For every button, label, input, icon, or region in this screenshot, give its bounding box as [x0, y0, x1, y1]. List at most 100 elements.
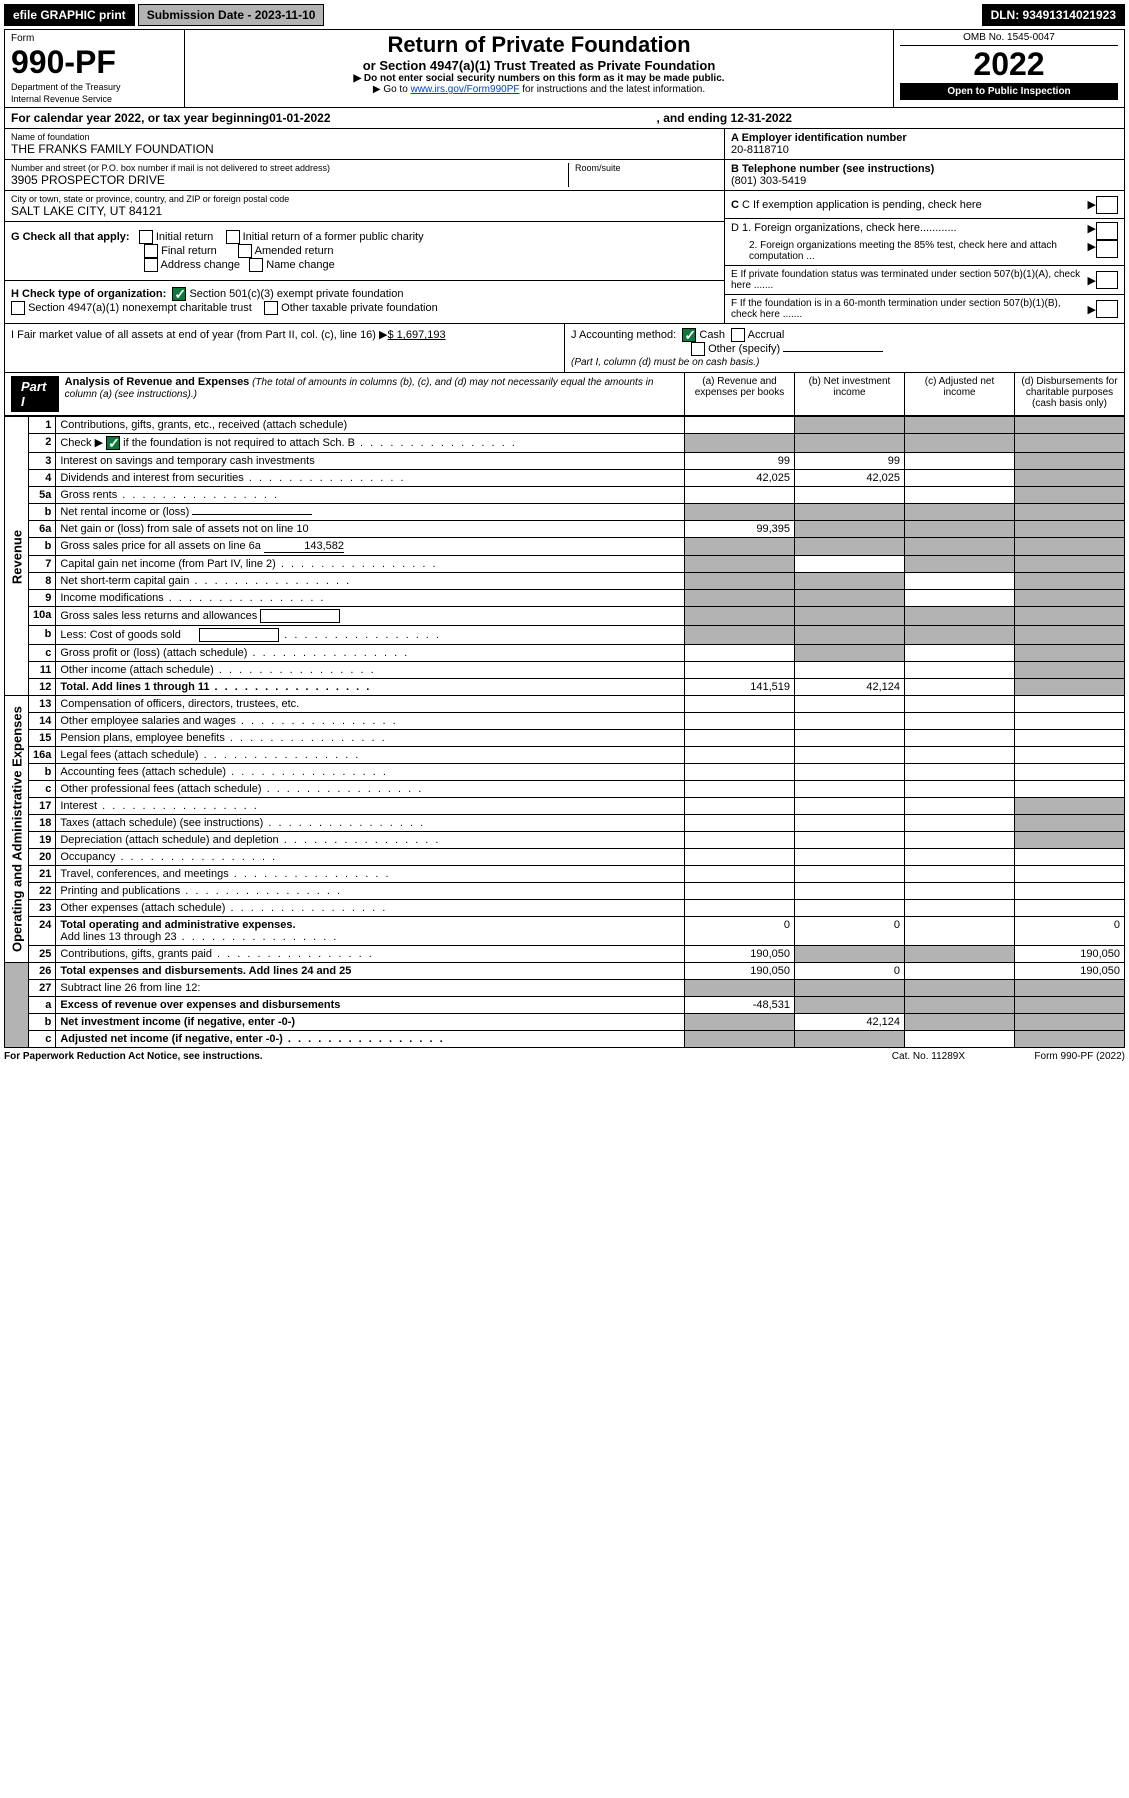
- form-header: Form 990-PF Department of the Treasury I…: [4, 29, 1125, 108]
- row-20: Occupancy: [56, 849, 685, 866]
- row-9: Income modifications: [56, 590, 685, 607]
- r3-a: 99: [685, 453, 795, 470]
- initial-former-checkbox[interactable]: [226, 230, 240, 244]
- initial-return-checkbox[interactable]: [139, 230, 153, 244]
- row-10c: Gross profit or (loss) (attach schedule): [56, 645, 685, 662]
- row-18: Taxes (attach schedule) (see instruction…: [56, 815, 685, 832]
- col-b-header: (b) Net investment income: [794, 373, 904, 415]
- tel-value: (801) 303-5419: [731, 175, 806, 187]
- d1-checkbox[interactable]: [1096, 222, 1118, 240]
- d2-checkbox[interactable]: [1096, 240, 1118, 258]
- other-method-checkbox[interactable]: [691, 342, 705, 356]
- row-1: Contributions, gifts, grants, etc., rece…: [56, 417, 685, 434]
- footer-left: For Paperwork Reduction Act Notice, see …: [4, 1051, 892, 1062]
- calendar-year-row: For calendar year 2022, or tax year begi…: [4, 108, 1125, 129]
- part-label: Part I: [11, 376, 59, 412]
- row-27a: Excess of revenue over expenses and disb…: [56, 997, 685, 1014]
- form-link[interactable]: www.irs.gov/Form990PF: [411, 84, 520, 95]
- h-other: Other taxable private foundation: [281, 302, 438, 314]
- row-6a: Net gain or (loss) from sale of assets n…: [56, 521, 685, 538]
- row-22: Printing and publications: [56, 883, 685, 900]
- row-11: Other income (attach schedule): [56, 662, 685, 679]
- e-checkbox[interactable]: [1096, 271, 1118, 289]
- row-13: Compensation of officers, directors, tru…: [56, 696, 685, 713]
- name-label: Name of foundation: [11, 132, 718, 142]
- row-19: Depreciation (attach schedule) and deple…: [56, 832, 685, 849]
- col-a-header: (a) Revenue and expenses per books: [684, 373, 794, 415]
- c-checkbox[interactable]: [1096, 196, 1118, 214]
- row-12: Total. Add lines 1 through 11: [56, 679, 685, 696]
- cash-checkbox[interactable]: [682, 328, 696, 342]
- tel-label: B Telephone number (see instructions): [731, 163, 934, 175]
- accrual-checkbox[interactable]: [731, 328, 745, 342]
- g-name: Name change: [266, 259, 335, 271]
- foundation-name: THE FRANKS FAMILY FOUNDATION: [11, 142, 214, 156]
- row-17: Interest: [56, 798, 685, 815]
- part-i-header: Part I Analysis of Revenue and Expenses …: [4, 373, 1125, 416]
- address-change-checkbox[interactable]: [144, 258, 158, 272]
- r24-d: 0: [1015, 917, 1125, 946]
- calyear-mid: , and ending: [657, 111, 731, 125]
- form-number: 990-PF: [11, 44, 116, 80]
- calyear-begin: 01-01-2022: [269, 111, 330, 125]
- r27a-a: -48,531: [685, 997, 795, 1014]
- f-label: F If the foundation is in a 60-month ter…: [731, 298, 1088, 320]
- footer-mid: Cat. No. 11289X: [892, 1051, 965, 1062]
- r12-b: 42,124: [795, 679, 905, 696]
- j-note: (Part I, column (d) must be on cash basi…: [571, 357, 759, 368]
- submission-date: Submission Date - 2023-11-10: [138, 4, 325, 26]
- d2-label: 2. Foreign organizations meeting the 85%…: [731, 240, 1088, 262]
- 501c3-checkbox[interactable]: [172, 287, 186, 301]
- row-26: Total expenses and disbursements. Add li…: [56, 963, 685, 980]
- row-23: Other expenses (attach schedule): [56, 900, 685, 917]
- final-return-checkbox[interactable]: [144, 244, 158, 258]
- row-10a: Gross sales less returns and allowances: [56, 607, 685, 626]
- row-25: Contributions, gifts, grants paid: [56, 946, 685, 963]
- row-14: Other employee salaries and wages: [56, 713, 685, 730]
- r24-a: 0: [685, 917, 795, 946]
- r12-a: 141,519: [685, 679, 795, 696]
- revenue-expense-table: Revenue 1Contributions, gifts, grants, e…: [4, 416, 1125, 1048]
- r4-a: 42,025: [685, 470, 795, 487]
- f-checkbox[interactable]: [1096, 300, 1118, 318]
- footer-right: Form 990-PF (2022): [965, 1051, 1125, 1062]
- row-3: Interest on savings and temporary cash i…: [56, 453, 685, 470]
- row-24: Total operating and administrative expen…: [56, 917, 685, 946]
- form-title: Return of Private Foundation: [191, 32, 887, 58]
- j-cash: Cash: [699, 329, 725, 341]
- row-16a: Legal fees (attach schedule): [56, 747, 685, 764]
- row-4: Dividends and interest from securities: [56, 470, 685, 487]
- r25-d: 190,050: [1015, 946, 1125, 963]
- g-label: G Check all that apply:: [11, 231, 130, 243]
- h-label: H Check type of organization:: [11, 288, 166, 300]
- other-taxable-checkbox[interactable]: [264, 301, 278, 315]
- calyear-pre: For calendar year 2022, or tax year begi…: [11, 111, 269, 125]
- col-d-header: (d) Disbursements for charitable purpose…: [1014, 373, 1124, 415]
- form-word: Form: [11, 33, 34, 44]
- addr-label: Number and street (or P.O. box number if…: [11, 163, 568, 173]
- form-subtitle: or Section 4947(a)(1) Trust Treated as P…: [191, 58, 887, 73]
- r25-a: 190,050: [685, 946, 795, 963]
- i-label: I Fair market value of all assets at end…: [11, 329, 376, 341]
- dept-label: Department of the Treasury: [11, 82, 121, 92]
- row-6b: Gross sales price for all assets on line…: [56, 538, 685, 556]
- j-label: J Accounting method:: [571, 329, 676, 341]
- tax-year: 2022: [900, 46, 1118, 83]
- expenses-side-label: Operating and Administrative Expenses: [5, 696, 29, 963]
- g-initial-former: Initial return of a former public charit…: [243, 231, 424, 243]
- name-change-checkbox[interactable]: [249, 258, 263, 272]
- row-5a: Gross rents: [56, 487, 685, 504]
- g-amended: Amended return: [255, 245, 334, 257]
- top-bar: efile GRAPHIC print Submission Date - 20…: [4, 4, 1125, 26]
- 4947-checkbox[interactable]: [11, 301, 25, 315]
- row-16c: Other professional fees (attach schedule…: [56, 781, 685, 798]
- city-label: City or town, state or province, country…: [11, 194, 718, 204]
- c-label: C If exemption application is pending, c…: [742, 199, 982, 211]
- efile-button[interactable]: efile GRAPHIC print: [4, 4, 135, 26]
- r3-b: 99: [795, 453, 905, 470]
- part-title: Analysis of Revenue and Expenses: [65, 376, 250, 388]
- h-4947: Section 4947(a)(1) nonexempt charitable …: [28, 302, 252, 314]
- amended-return-checkbox[interactable]: [238, 244, 252, 258]
- open-public: Open to Public Inspection: [900, 83, 1118, 100]
- schb-checkbox[interactable]: [106, 436, 120, 450]
